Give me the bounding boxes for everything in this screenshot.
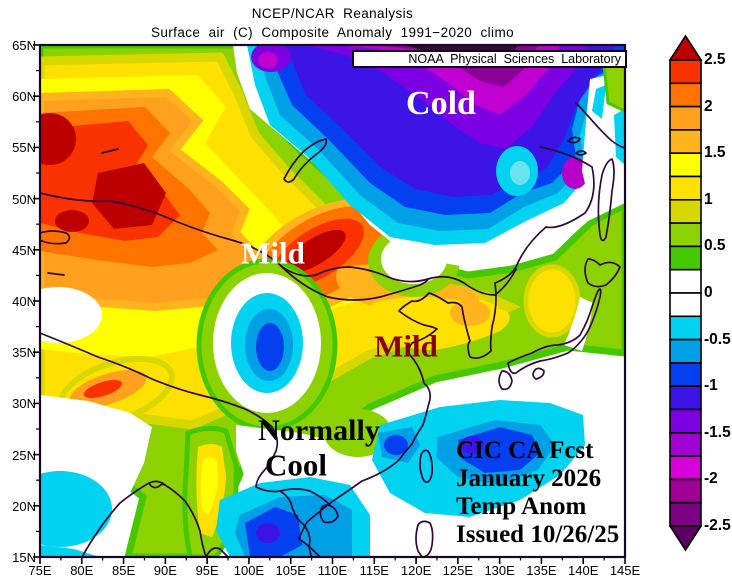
colorbar-segment	[669, 175, 702, 201]
forecast-line-1: CIC CA Fcst	[456, 437, 594, 464]
lon-tick-label: 75E	[28, 563, 52, 578]
colorbar-segment	[669, 245, 702, 271]
lon-tick-label: 115E	[359, 563, 389, 578]
lon-tick-label: 90E	[153, 563, 177, 578]
inland-cool-spot	[196, 258, 338, 432]
lon-tick-label: 80E	[70, 563, 94, 578]
lat-tick-label: 55N	[12, 140, 36, 156]
colorbar-segment	[669, 292, 702, 318]
map-frame	[38, 43, 627, 559]
colorbar-arrow-bottom	[668, 525, 703, 552]
colorbar	[668, 34, 703, 552]
lat-tick-label: 35N	[12, 345, 36, 361]
label-normally: Normally	[258, 414, 380, 447]
colorbar-segment	[669, 59, 702, 85]
colorbar-tick-label: -1	[704, 377, 718, 395]
credit-box: NOAA Physical Sciences Laboratory	[352, 50, 627, 68]
colorbar-arrow-top	[668, 34, 703, 61]
colorbar-segment	[669, 408, 702, 434]
colorbar-tick-label: 2	[704, 97, 713, 115]
colorbar-segment	[669, 268, 702, 294]
colorbar-segment	[669, 315, 702, 341]
southern-region	[40, 287, 585, 557]
colorbar-segment	[669, 199, 702, 224]
warm-anomaly-region	[40, 45, 625, 557]
lon-tick-label: 85E	[111, 563, 136, 578]
colorbar-segment	[669, 478, 702, 504]
forecast-note: CIC CA Fcst January 2026 Temp Anom Issue…	[456, 437, 619, 549]
colorbar-tick-label: -2.5	[704, 517, 731, 534]
colorbar-segment	[669, 152, 702, 178]
forecast-line-4: Issued 10/26/25	[456, 521, 620, 548]
colorbar-tick-label: 2.5	[704, 51, 726, 68]
map-fill-contours	[40, 45, 625, 557]
lon-tick-label: 95E	[195, 563, 219, 578]
colorbar-segment	[669, 129, 702, 155]
lon-tick-label: 120E	[400, 563, 432, 578]
lat-tick-label: 30N	[12, 396, 36, 412]
coastlines	[40, 102, 625, 557]
page-subtitle: Surface air (C) Composite Anomaly 1991−2…	[150, 25, 515, 40]
colorbar-segments	[669, 59, 702, 527]
lon-tick-label: 105E	[275, 563, 306, 578]
label-mild-west: Mild	[241, 235, 305, 271]
colorbar-tick-label: -0.5	[704, 330, 731, 348]
colorbar-tick-label: 1	[704, 190, 713, 208]
page-title: NCEP/NCAR Reanalysis	[251, 6, 414, 21]
lat-tick-label: 15N	[12, 550, 36, 565]
credit-text: NOAA Physical Sciences Laboratory	[408, 52, 621, 66]
colorbar-segment	[669, 338, 702, 364]
lon-tick-label: 130E	[484, 563, 515, 578]
lon-tick-label: 110E	[317, 563, 348, 578]
colorbar-tick-label: -1.5	[704, 423, 731, 441]
lat-tick-label: 60N	[12, 89, 36, 105]
lon-tick-label: 140E	[568, 563, 599, 578]
colorbar-segment	[669, 105, 702, 131]
colorbar-segment	[669, 501, 702, 527]
colorbar-tick-label: 1.5	[704, 144, 726, 162]
forecast-line-2: January 2026	[456, 465, 602, 492]
colorbar-tick-label: 0	[704, 284, 713, 301]
label-cold: Cold	[406, 85, 476, 122]
label-cool: Cool	[265, 447, 327, 483]
lat-tick-label: 45N	[12, 242, 36, 258]
colorbar-segment	[669, 455, 702, 481]
label-mild-east: Mild	[374, 328, 438, 364]
lat-tick-label: 40N	[12, 294, 36, 309]
lat-tick-label: 20N	[12, 498, 36, 514]
lat-tick-label: 50N	[12, 191, 36, 207]
lat-tick-label: 65N	[12, 38, 36, 53]
lon-tick-label: 145E	[609, 563, 641, 578]
lon-tick-label: 125E	[442, 563, 474, 578]
colorbar-tick-label: -2	[704, 470, 718, 488]
colorbar-segment	[669, 222, 702, 248]
colorbar-segment	[669, 362, 702, 387]
forecast-line-3: Temp Anom	[456, 493, 587, 520]
lon-tick-label: 100E	[233, 563, 265, 578]
colorbar-tick-label: 0.5	[704, 237, 726, 255]
colorbar-segment	[669, 431, 702, 457]
cold-anomaly-region	[233, 45, 625, 351]
lat-tick-label: 25N	[12, 447, 36, 463]
colorbar-segment	[669, 385, 702, 411]
anomaly-map	[33, 43, 627, 564]
lon-tick-label: 135E	[526, 563, 557, 578]
colorbar-segment	[669, 82, 702, 108]
